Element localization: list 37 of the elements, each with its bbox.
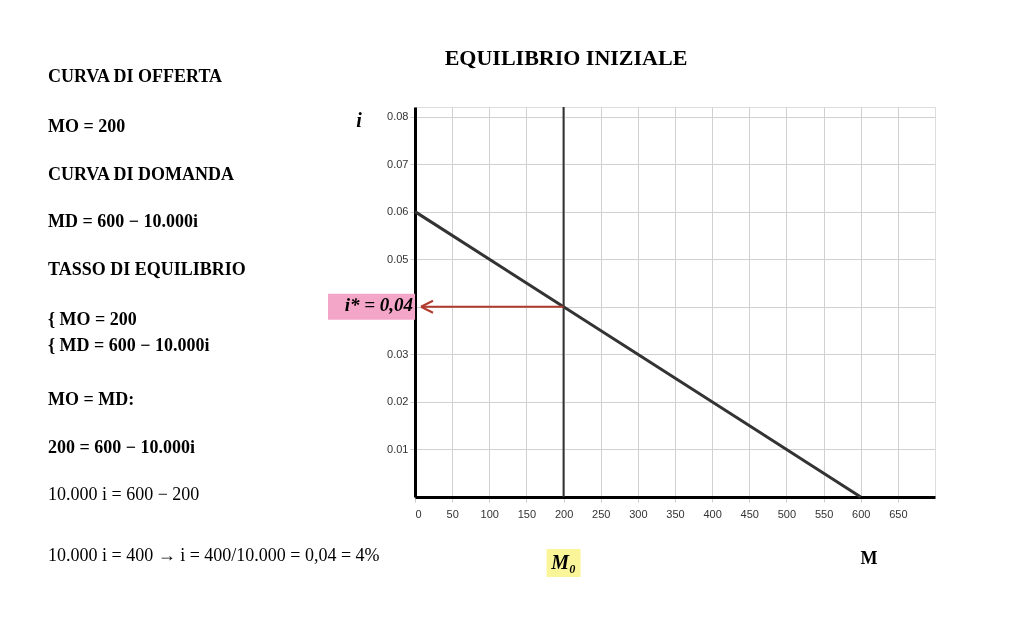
text: MO = 200	[48, 116, 126, 136]
ref-line-label: i* = 0,04	[344, 293, 413, 315]
y-tick-label: 0.02	[387, 395, 409, 408]
x-tick-label: 0	[415, 507, 422, 520]
x-tick-label: 150	[517, 507, 537, 520]
chart-title: EQUILIBRIO INIZIALE	[444, 45, 688, 70]
x-tick-label: 450	[740, 507, 759, 520]
text: MD = 600 − 10.000i	[48, 211, 199, 231]
x-axis-title: M	[860, 548, 878, 568]
x-tick-label: 400	[703, 507, 722, 520]
text: MO = MD:	[48, 389, 135, 409]
x-tick-label: 650	[889, 507, 908, 520]
y-tick-label: 0.01	[387, 442, 409, 455]
text: CURVA DI DOMANDA	[48, 164, 235, 184]
x-tick-label: 600	[852, 507, 871, 520]
x-tick-label: 100	[480, 507, 499, 520]
y-tick-label: 0.07	[387, 157, 409, 170]
y-tick-label: 0.06	[387, 205, 409, 218]
text: CURVA DI OFFERTA	[48, 66, 223, 86]
y-tick-label: 0.03	[387, 347, 409, 360]
ref-line-label: M₀	[550, 551, 576, 573]
text: { MO = 200	[48, 309, 137, 329]
x-tick-label: 500	[777, 507, 797, 520]
text: TASSO DI EQUILIBRIO	[48, 259, 246, 279]
y-tick-label: 0.08	[387, 110, 409, 123]
x-tick-label: 200	[554, 507, 574, 520]
x-tick-label: 300	[629, 507, 648, 520]
x-tick-label: 350	[666, 507, 685, 520]
text: 10.000 i = 400 → i = 400/10.000 = 0,04 = 4%	[48, 545, 380, 565]
y-axis-title: i	[356, 109, 363, 131]
text: 200 = 600 − 10.000i	[48, 437, 196, 457]
x-tick-label: 550	[814, 507, 834, 520]
text: 10.000 i = 600 − 200	[48, 484, 200, 504]
x-tick-label: 50	[446, 507, 459, 520]
y-tick-label: 0.05	[387, 252, 409, 265]
x-tick-label: 250	[592, 507, 611, 520]
text: { MD = 600 − 10.000i	[48, 335, 210, 355]
